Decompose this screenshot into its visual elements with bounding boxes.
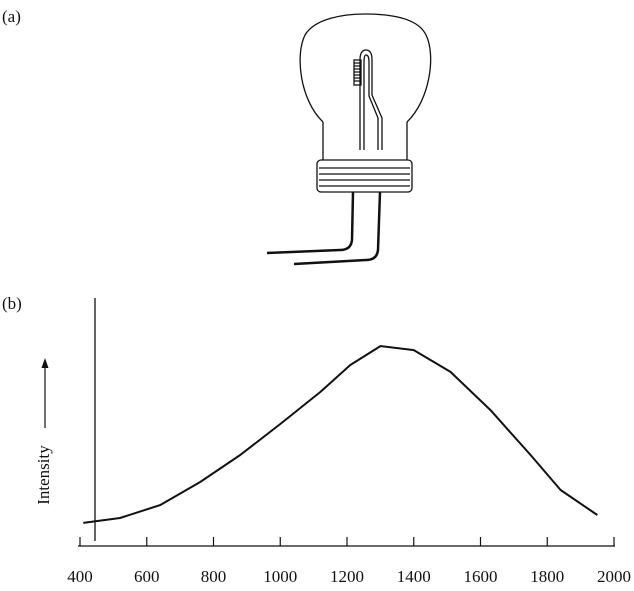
x-tick-label: 2000	[597, 567, 631, 586]
x-tick-label: 400	[67, 567, 93, 586]
x-tick-label: 1000	[263, 567, 297, 586]
y-label-arrow	[41, 358, 49, 428]
x-tick-label: 600	[134, 567, 160, 586]
panel-label: (b)	[2, 294, 22, 313]
x-tick-label: 1800	[530, 567, 564, 586]
x-tick-label: 800	[201, 567, 227, 586]
lamp-drawing	[266, 13, 432, 266]
x-tick-label: 1400	[397, 567, 431, 586]
y-axis-label: Intensity	[34, 445, 53, 505]
panel-label: (a)	[2, 7, 21, 26]
x-tick-label: 1600	[464, 567, 498, 586]
x-tick-label: 1200	[330, 567, 364, 586]
data-line	[83, 345, 598, 524]
